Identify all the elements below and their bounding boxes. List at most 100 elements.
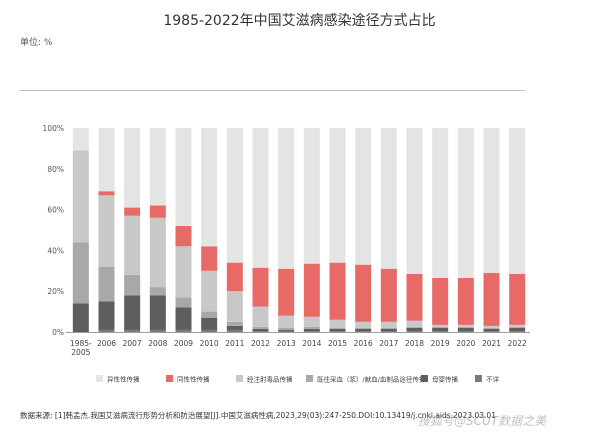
y-tick-label: 60% — [47, 206, 64, 215]
bar-segment — [201, 270, 218, 312]
bar-segment — [226, 325, 243, 330]
bar-segment — [201, 128, 218, 247]
bar-segment — [432, 324, 449, 327]
bar-segment — [149, 217, 166, 288]
x-tick-label: 2006 — [97, 339, 116, 348]
x-tick-label: 2007 — [123, 339, 142, 348]
bar-segment — [175, 128, 192, 226]
x-tick-label: 2012 — [251, 339, 270, 348]
unit-label: 单位: % — [20, 38, 53, 48]
bar-segment — [509, 273, 526, 325]
bar-segment — [98, 266, 115, 302]
bar-segment — [457, 324, 474, 327]
bar-segment — [483, 128, 500, 273]
x-tick-label: 2010 — [200, 339, 219, 348]
bar-segment — [226, 321, 243, 326]
bar-segment — [380, 328, 397, 331]
bar-segment — [175, 297, 192, 308]
bar-segment — [252, 326, 269, 329]
bar-segment — [457, 277, 474, 325]
bar-segment — [278, 128, 295, 269]
bar-segment — [175, 329, 192, 332]
bar-segment — [252, 267, 269, 307]
x-tick-label: 2022 — [508, 339, 527, 348]
bar-segment — [406, 326, 423, 328]
bar-segment — [457, 330, 474, 332]
x-tick-label: 2017 — [379, 339, 398, 348]
y-tick-label: 40% — [47, 246, 64, 255]
bar-segment — [303, 128, 320, 264]
bar-segment — [483, 327, 500, 329]
bar-segment — [72, 128, 89, 151]
legend-swatch — [421, 375, 428, 382]
bar-segment — [72, 242, 89, 304]
bar-segment — [509, 128, 526, 274]
bar-segment — [406, 320, 423, 327]
bar-segment — [252, 128, 269, 268]
bar-segment — [226, 291, 243, 322]
legend-label: 同性性传播 — [177, 375, 210, 384]
bar-segment — [380, 268, 397, 322]
bar-segment — [329, 328, 346, 331]
bar-segment — [124, 207, 141, 216]
y-tick-label: 20% — [47, 287, 64, 296]
legend-label: 不详 — [486, 375, 500, 384]
bar-segment — [509, 326, 526, 328]
bar-segment — [98, 191, 115, 196]
x-tick-label: 2018 — [405, 339, 424, 348]
bar-segment — [483, 330, 500, 332]
bar-segment — [149, 295, 166, 330]
bar-segment — [303, 326, 320, 329]
bar-segment — [329, 128, 346, 263]
bar-segment — [303, 316, 320, 327]
bar-segment — [329, 319, 346, 328]
x-tick-label: 2008 — [148, 339, 167, 348]
bar-segment — [278, 327, 295, 330]
x-tick-label: 2011 — [225, 339, 244, 348]
bar-segment — [175, 225, 192, 247]
bar-segment — [226, 262, 243, 292]
bar-segment — [406, 327, 423, 331]
bar-segment — [432, 326, 449, 328]
legend-swatch — [96, 375, 103, 382]
x-tick-label: 2019 — [431, 339, 450, 348]
bar-segment — [149, 287, 166, 296]
bar-segment — [278, 329, 295, 331]
header-divider — [20, 90, 525, 91]
x-tick-label: 1985- — [70, 339, 92, 348]
bar-segment — [406, 128, 423, 274]
bar-segment — [149, 205, 166, 218]
bar-segment — [355, 328, 372, 331]
bar-segment — [201, 329, 218, 332]
bar-segment — [303, 263, 320, 317]
bar-segment — [380, 321, 397, 328]
bar-segment — [432, 330, 449, 332]
y-tick-label: 0% — [52, 328, 64, 337]
bar-segment — [278, 315, 295, 328]
bar-segment — [201, 246, 218, 271]
bar-segment — [457, 327, 474, 331]
bar-segment — [72, 150, 89, 243]
bar-segment — [303, 330, 320, 332]
chart-title: 1985-2022年中国艾滋病感染途径方式占比 — [163, 13, 436, 29]
bar-segment — [380, 327, 397, 329]
x-tick-label: 2013 — [277, 339, 296, 348]
x-tick-label: 2014 — [302, 339, 321, 348]
bar-segment — [329, 330, 346, 332]
bar-segment — [355, 330, 372, 332]
legend-label: 既往采血（浆）/献血/血制品途径传播 — [317, 375, 426, 384]
bar-segment — [175, 246, 192, 298]
legend-label: 母婴传播 — [432, 375, 459, 384]
bar-segment — [355, 128, 372, 265]
bar-segment — [252, 330, 269, 332]
source-note: 数据来源: [1]韩孟杰.我国艾滋病流行形势分析和防治展望[J].中国艾滋病性病… — [20, 411, 496, 420]
bar-segment — [457, 326, 474, 328]
bar-segment — [124, 215, 141, 275]
bar-segment — [432, 277, 449, 325]
x-tick-label: 2015 — [328, 339, 347, 348]
bar-segment — [303, 328, 320, 331]
bar-segment — [252, 306, 269, 327]
bar-segment — [278, 268, 295, 316]
legend-swatch — [475, 375, 482, 382]
